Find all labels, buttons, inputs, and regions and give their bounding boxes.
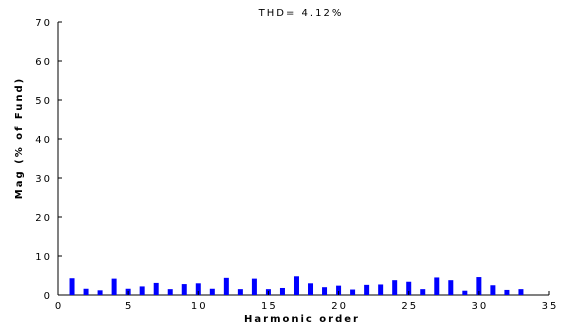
bar-harmonic-18 <box>308 283 314 295</box>
bar-harmonic-27 <box>434 277 440 295</box>
y-tick-label: 50 <box>35 96 52 107</box>
x-tick-label: 30 <box>471 301 488 312</box>
bar-harmonic-9 <box>181 284 187 295</box>
bar-harmonic-33 <box>518 289 524 295</box>
bar-harmonic-10 <box>195 283 201 295</box>
x-axis-label: Harmonic order <box>244 314 360 325</box>
plot-area <box>57 22 549 296</box>
x-tick-label: 25 <box>401 301 418 312</box>
bar-harmonic-6 <box>139 286 145 295</box>
x-tick-label: 0 <box>55 301 63 312</box>
bar-harmonic-8 <box>167 289 173 295</box>
bar-harmonic-22 <box>364 284 370 295</box>
y-axis: 0 10 20 30 40 50 60 70 <box>35 18 62 302</box>
bar-harmonic-14 <box>251 278 257 295</box>
x-tick-label: 5 <box>125 301 133 312</box>
x-tick-label: 35 <box>542 301 559 312</box>
bar-harmonic-30 <box>476 277 482 295</box>
bar-harmonic-7 <box>153 282 159 295</box>
y-tick-label: 20 <box>35 213 52 224</box>
bar-harmonic-26 <box>420 289 426 295</box>
x-tick-label: 15 <box>261 301 278 312</box>
bar-harmonic-16 <box>279 287 285 295</box>
x-tick-label: 10 <box>191 301 208 312</box>
y-tick-label: 10 <box>35 252 52 263</box>
bar-harmonic-20 <box>336 285 342 295</box>
bar-harmonic-19 <box>322 287 328 295</box>
chart-title: THD= 4.12% <box>258 8 344 19</box>
y-axis-label: Mag (% of Fund) <box>14 77 25 199</box>
bar-harmonic-25 <box>406 281 412 295</box>
x-axis: 0 5 10 15 20 25 30 35 <box>55 291 559 312</box>
bar-harmonic-31 <box>490 285 496 295</box>
y-tick-label: 0 <box>44 291 52 302</box>
y-tick-label: 40 <box>35 135 52 146</box>
bar-harmonic-32 <box>504 289 510 295</box>
bar-harmonic-4 <box>111 278 117 295</box>
x-tick-label: 20 <box>331 301 348 312</box>
bar-harmonic-1 <box>69 278 75 295</box>
bar-harmonic-13 <box>237 289 243 295</box>
bar-harmonic-12 <box>223 277 229 295</box>
y-tick-label: 60 <box>35 57 52 68</box>
y-tick-label: 70 <box>35 18 52 29</box>
bar-harmonic-17 <box>293 276 299 295</box>
bar-harmonic-24 <box>392 280 398 295</box>
plot-frame <box>58 22 549 295</box>
bar-harmonic-11 <box>209 288 215 295</box>
bar-harmonic-21 <box>350 289 356 295</box>
bar-harmonic-3 <box>97 290 103 295</box>
bar-harmonic-23 <box>378 284 384 295</box>
bar-harmonic-2 <box>83 288 89 295</box>
y-tick-label: 30 <box>35 174 52 185</box>
bar-harmonic-29 <box>462 290 468 295</box>
bars-group <box>69 276 524 295</box>
bar-harmonic-28 <box>448 280 454 295</box>
